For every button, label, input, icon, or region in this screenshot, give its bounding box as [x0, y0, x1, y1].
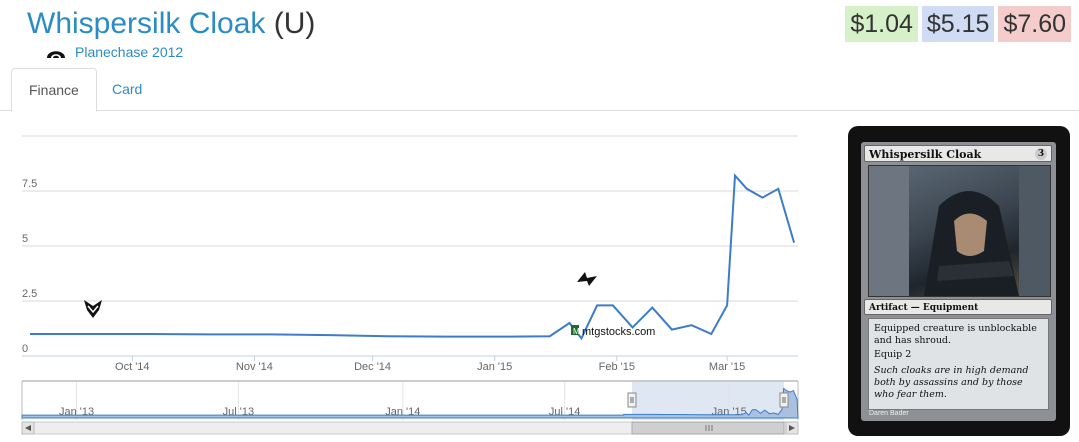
- y-axis-labels: 0 2.5 5 7.5: [22, 178, 37, 355]
- scroll-right-arrow[interactable]: [785, 421, 799, 435]
- price-average: $5.15: [921, 6, 995, 42]
- x-tick-label: Feb '15: [599, 361, 635, 373]
- hooded-figure-art: [869, 166, 1050, 296]
- tab-finance[interactable]: Finance: [11, 68, 97, 112]
- tab-bar: Finance Card: [0, 68, 1079, 112]
- event-marker-right[interactable]: [577, 272, 597, 286]
- navigator-right-handle[interactable]: [779, 392, 789, 408]
- y-tick-label: 2.5: [22, 288, 37, 300]
- y-tick-label: 0: [22, 343, 28, 355]
- set-row: Planechase 2012: [46, 43, 183, 61]
- watermark-text: mtgstocks.com: [582, 326, 655, 338]
- x-axis-ticks: [131, 356, 728, 361]
- price-badges: $1.04 $5.15 $7.60: [845, 6, 1071, 42]
- navigator-line: [21, 387, 799, 419]
- x-tick-label: Jan '15: [477, 361, 512, 373]
- navigator-gridlines: [76, 382, 730, 420]
- card-title: Whispersilk Cloak 3: [864, 145, 1052, 162]
- x-tick-label: Mar '15: [709, 361, 745, 373]
- set-link[interactable]: Planechase 2012: [75, 44, 184, 60]
- scrollbar[interactable]: [21, 421, 799, 435]
- rarity-label: (U): [273, 7, 316, 40]
- price-high: $7.60: [998, 6, 1071, 42]
- planechase-icon: [47, 51, 65, 58]
- price-low: $1.04: [845, 6, 918, 42]
- card-title-text: Whispersilk Cloak: [869, 148, 982, 161]
- card-name[interactable]: Whispersilk Cloak: [27, 7, 266, 40]
- mtgstocks-watermark: M mtgstocks.com: [571, 325, 655, 338]
- flavor-text: Such cloaks are in high demand both by a…: [874, 365, 1029, 400]
- x-tick-label: Oct '14: [115, 361, 150, 373]
- artist-credit: Daren Bader: [869, 410, 909, 417]
- x-tick-label: Dec '14: [354, 361, 391, 373]
- rules-text-1: Equipped creature is unblockable and has…: [874, 323, 1037, 346]
- rules-text-2: Equip 2: [874, 349, 912, 360]
- svg-text:M: M: [573, 327, 580, 336]
- card-art: [868, 165, 1051, 297]
- y-tick-label: 5: [22, 233, 28, 245]
- scroll-left-arrow[interactable]: [21, 421, 35, 435]
- page-title: Whispersilk Cloak (U): [27, 4, 315, 44]
- x-axis-labels: Oct '14 Nov '14 Dec '14 Jan '15 Feb '15 Mar '…: [115, 361, 745, 373]
- navigator-left-handle[interactable]: [627, 392, 637, 408]
- event-marker-left[interactable]: [84, 300, 102, 318]
- tab-card[interactable]: Card: [112, 81, 143, 97]
- price-chart[interactable]: 0 2.5 5 7.5 Oct '14 Nov '14 Dec '14 Jan '15 Feb…: [0, 120, 810, 442]
- gridlines: [22, 190, 798, 357]
- y-tick-label: 7.5: [22, 178, 37, 190]
- mana-cost: 3: [1035, 148, 1047, 160]
- navigator[interactable]: Jan '13 Jul '13 Jan '14 Jul '14 Jan '15: [21, 380, 799, 420]
- card-inner: Whispersilk Cloak 3 Artifact — Equipment…: [861, 142, 1056, 421]
- card-rules-box: Equipped creature is unblockable and has…: [868, 318, 1049, 410]
- scrollbar-thumb[interactable]: [631, 421, 785, 435]
- x-tick-label: Nov '14: [236, 361, 273, 373]
- card-type-line: Artifact — Equipment: [864, 299, 1052, 315]
- card-image[interactable]: Whispersilk Cloak 3 Artifact — Equipment…: [848, 126, 1070, 436]
- price-line: [29, 173, 796, 341]
